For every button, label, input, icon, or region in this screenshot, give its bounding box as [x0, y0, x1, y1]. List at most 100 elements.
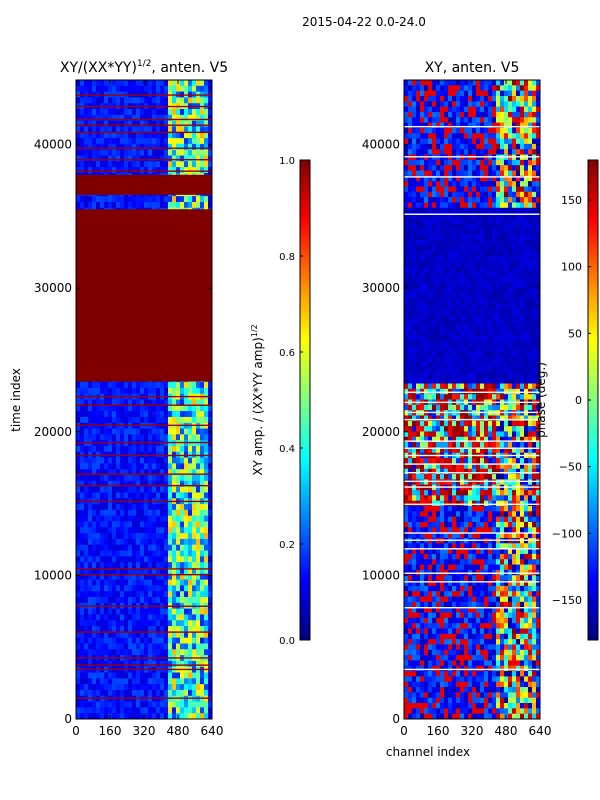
heatmap-cell: [128, 114, 133, 121]
heatmap-cell: [528, 197, 533, 203]
heatmap-cell: [156, 701, 161, 708]
heatmap-cell: [192, 457, 197, 464]
heatmap-cell: [104, 556, 109, 563]
heatmap-cell: [92, 492, 97, 499]
heatmap-cell: [492, 159, 497, 166]
heatmap-cell: [512, 159, 517, 166]
heatmap-cell: [76, 637, 81, 644]
heatmap-cell: [108, 521, 113, 528]
heatmap-cell: [408, 90, 413, 97]
heatmap-cell: [156, 475, 161, 482]
heatmap-cell: [164, 486, 169, 493]
heatmap-cell: [140, 521, 145, 528]
heatmap-cell: [152, 515, 157, 522]
heatmap-cell: [452, 90, 457, 97]
heatmap-cell: [124, 167, 129, 174]
heatmap-cell: [112, 544, 117, 551]
heatmap-cell: [184, 143, 189, 151]
heatmap-cell: [480, 95, 485, 102]
heatmap-cell: [440, 90, 445, 97]
heatmap-cell: [200, 434, 205, 441]
heatmap-cell: [112, 637, 117, 644]
heatmap-cell: [124, 637, 129, 644]
heatmap-cell: [148, 556, 153, 563]
heatmap-cell: [192, 161, 197, 168]
heatmap-cell: [96, 387, 101, 394]
heatmap-cell: [204, 382, 209, 389]
heatmap-cell: [124, 672, 129, 679]
heatmap-cell: [96, 196, 101, 203]
heatmap-cell: [88, 480, 93, 487]
heatmap-cell: [136, 538, 141, 546]
heatmap-cell: [136, 469, 141, 476]
heatmap-cell: [524, 165, 529, 171]
heatmap-cell: [196, 538, 201, 546]
heatmap-cell: [520, 143, 525, 150]
heatmap-cell: [104, 631, 109, 638]
heatmap-cell: [80, 80, 85, 87]
heatmap-cell: [404, 159, 409, 166]
heatmap-cell: [532, 255, 537, 262]
heatmap-cell: [428, 223, 433, 230]
heatmap-cell: [156, 684, 161, 691]
heatmap-cell: [148, 504, 153, 511]
heatmap-cell: [420, 175, 425, 182]
heatmap-cell: [76, 626, 81, 633]
heatmap-cell: [152, 114, 157, 121]
heatmap-cell: [508, 213, 513, 219]
heatmap-cell: [200, 649, 205, 656]
heatmap-cell: [76, 562, 81, 569]
heatmap-cell: [152, 387, 157, 394]
heatmap-cell: [492, 143, 497, 150]
heatmap-cell: [132, 701, 137, 708]
heatmap-cell: [428, 117, 433, 123]
heatmap-cell: [520, 191, 525, 198]
heatmap-cell: [124, 527, 129, 534]
heatmap-cell: [520, 170, 525, 177]
heatmap-cell: [100, 416, 105, 424]
heatmap-cell: [152, 678, 157, 685]
heatmap-cell: [96, 463, 101, 470]
heatmap-cell: [416, 149, 421, 155]
heatmap-cell: [188, 509, 193, 516]
heatmap-cell: [112, 463, 117, 470]
heatmap-cell: [472, 165, 477, 171]
heatmap-cell: [92, 399, 97, 406]
heatmap-cell: [476, 133, 481, 139]
heatmap-cell: [112, 556, 117, 563]
heatmap-cell: [444, 197, 449, 203]
heatmap-cell: [188, 660, 193, 668]
x-tick-label: 320: [133, 724, 156, 738]
heatmap-cell: [152, 544, 157, 551]
heatmap-cell: [172, 114, 177, 121]
heatmap-cell: [188, 649, 193, 656]
heatmap-cell: [100, 126, 105, 133]
heatmap-cell: [520, 239, 525, 246]
heatmap-cell: [208, 585, 213, 592]
heatmap-cell: [100, 80, 105, 87]
heatmap-cell: [140, 155, 145, 162]
heatmap-cell: [128, 85, 133, 92]
heatmap-cell: [524, 191, 529, 198]
heatmap-cell: [116, 533, 121, 540]
heatmap-cell: [84, 475, 89, 482]
heatmap-cell: [172, 475, 177, 482]
heatmap-cell: [472, 186, 477, 193]
heatmap-cell: [436, 213, 441, 219]
heatmap-cell: [436, 202, 441, 209]
heatmap-cell: [536, 213, 541, 219]
heatmap-cell: [524, 85, 529, 91]
heatmap-cell: [488, 80, 493, 86]
heatmap-cell: [440, 170, 445, 177]
heatmap-cell: [436, 229, 441, 235]
heatmap-cell: [440, 223, 445, 230]
heatmap-cell: [152, 689, 157, 697]
heatmap-cell: [152, 201, 157, 209]
heatmap-cell: [204, 527, 209, 534]
heatmap-cell: [500, 229, 505, 235]
heatmap-cell: [164, 80, 169, 87]
heatmap-cell: [164, 445, 169, 453]
heatmap-cell: [516, 207, 521, 214]
heatmap-cell: [456, 229, 461, 235]
heatmap-cell: [472, 223, 477, 230]
